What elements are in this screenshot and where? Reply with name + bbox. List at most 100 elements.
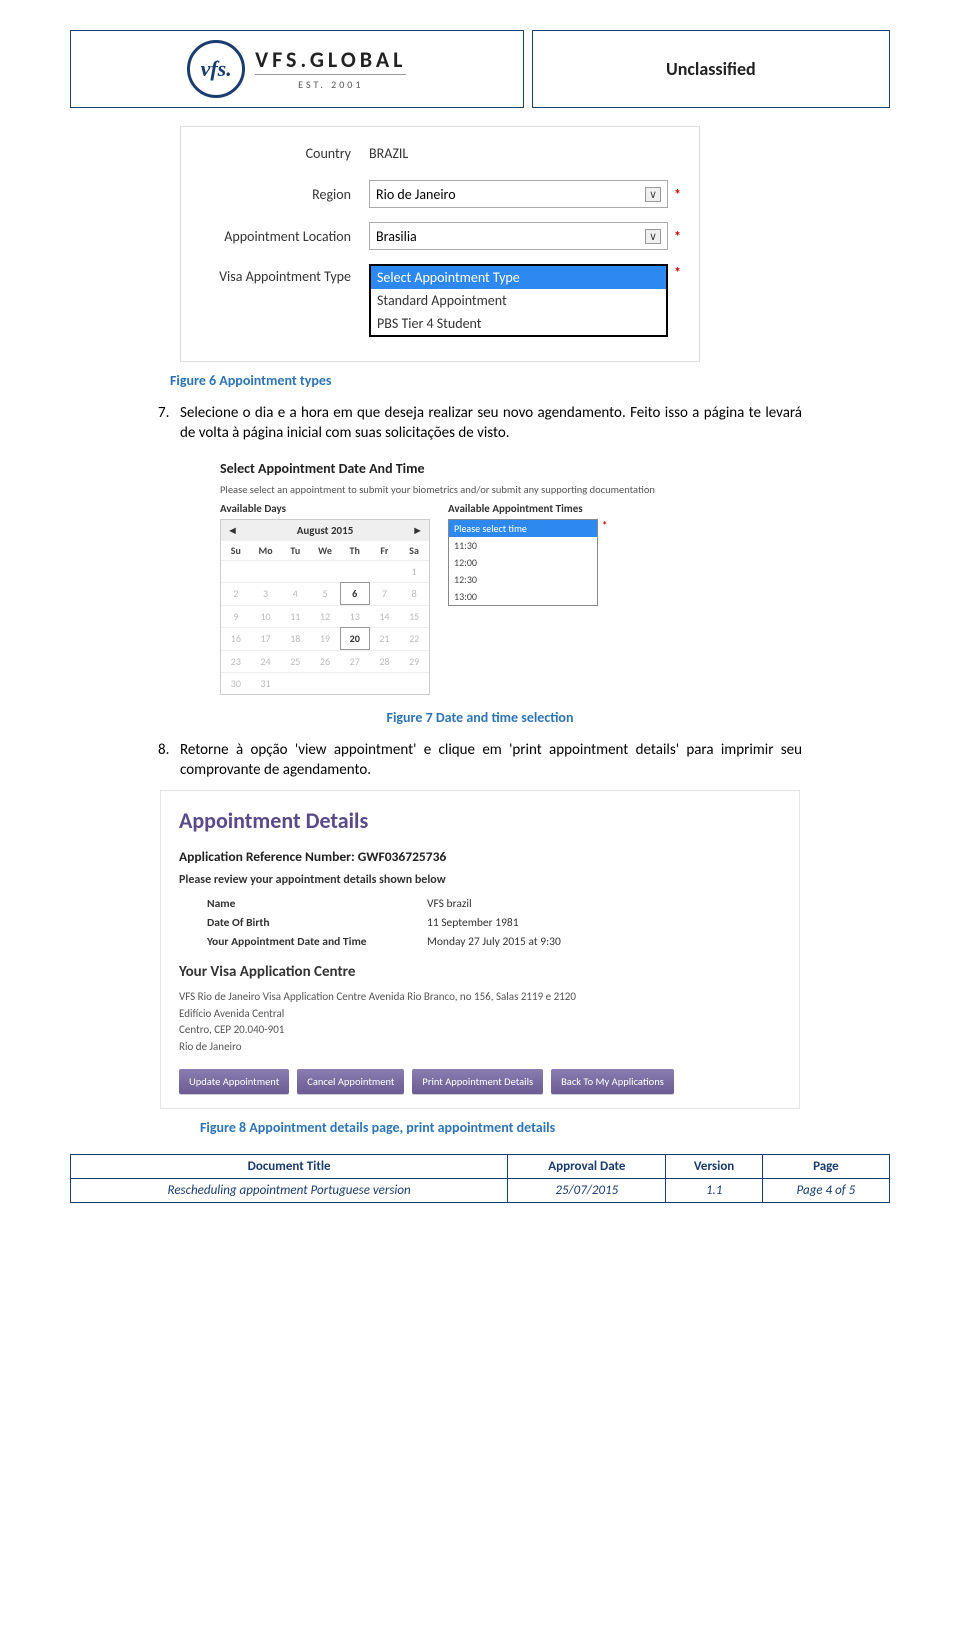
calendar-day[interactable]: 16: [221, 627, 251, 650]
time-option[interactable]: 11:30: [449, 537, 597, 554]
time-option[interactable]: 12:30: [449, 571, 597, 588]
type-option-pbs[interactable]: PBS Tier 4 Student: [371, 312, 666, 335]
region-select[interactable]: Rio de Janeiro ∨: [369, 180, 668, 208]
footer-version-header: Version: [666, 1155, 762, 1179]
figure-7-caption: Figure 7 Date and time selection: [70, 709, 890, 726]
calendar-day[interactable]: 7: [370, 582, 400, 605]
step-7-number: 7.: [158, 403, 180, 444]
calendar-day[interactable]: 17: [251, 627, 281, 650]
calendar-month: August 2015: [297, 524, 354, 537]
calendar-day[interactable]: 25: [280, 650, 310, 672]
calendar-day[interactable]: 10: [251, 605, 281, 627]
required-asterisk: *: [602, 519, 607, 606]
centre-address: VFS Rio de Janeiro Visa Application Cent…: [179, 989, 781, 1055]
calendar-day: [340, 672, 370, 694]
chevron-down-icon: ∨: [645, 187, 661, 202]
step-8-text: Retorne à opção 'view appointment' e cli…: [180, 740, 802, 781]
calendar-day: [280, 672, 310, 694]
required-asterisk: *: [674, 228, 681, 245]
step-8-number: 8.: [158, 740, 180, 781]
datetime-value: Monday 27 July 2015 at 9:30: [427, 935, 561, 949]
times-listbox[interactable]: Please select time 11:3012:0012:3013:00: [448, 519, 598, 606]
logo-subtext: EST. 2001: [255, 80, 406, 90]
calendar-day[interactable]: 8: [399, 582, 429, 605]
calendar-day[interactable]: 13: [340, 605, 370, 627]
datetime-label: Your Appointment Date and Time: [207, 935, 427, 949]
name-label: Name: [207, 897, 427, 911]
ref-value: GWF036725736: [358, 848, 447, 865]
calendar-weekday: Su: [221, 541, 251, 560]
print-appointment-button[interactable]: Print Appointment Details: [412, 1069, 543, 1094]
figure-6-caption: Figure 6 Appointment types: [170, 372, 890, 389]
calendar[interactable]: ◄ August 2015 ► SuMoTuWeThFrSa 123456789…: [220, 519, 430, 695]
calendar-day[interactable]: 21: [370, 627, 400, 650]
addr-line: Edifício Avenida Central: [179, 1006, 781, 1023]
location-value: Brasilia: [376, 228, 417, 245]
calendar-day: [340, 560, 370, 582]
calendar-day[interactable]: 14: [370, 605, 400, 627]
cancel-appointment-button[interactable]: Cancel Appointment: [297, 1069, 404, 1094]
calendar-day[interactable]: 22: [399, 627, 429, 650]
calendar-day[interactable]: 4: [280, 582, 310, 605]
location-select[interactable]: Brasilia ∨: [369, 222, 668, 250]
calendar-prev-icon[interactable]: ◄: [227, 524, 238, 537]
calendar-day[interactable]: 6: [340, 582, 370, 605]
location-label: Appointment Location: [199, 228, 369, 245]
calendar-day: [251, 560, 281, 582]
time-placeholder[interactable]: Please select time: [449, 520, 597, 537]
calendar-day[interactable]: 20: [340, 627, 370, 650]
review-instruction: Please review your appointment details s…: [179, 873, 781, 887]
calendar-day[interactable]: 29: [399, 650, 429, 672]
calendar-day: [221, 560, 251, 582]
type-option-standard[interactable]: Standard Appointment: [371, 289, 666, 312]
calendar-day[interactable]: 28: [370, 650, 400, 672]
reference-number: Application Reference Number: GWF0367257…: [179, 848, 781, 865]
footer-date-header: Approval Date: [508, 1155, 666, 1179]
back-to-applications-button[interactable]: Back To My Applications: [551, 1069, 674, 1094]
addr-line: Centro, CEP 20.040-901: [179, 1022, 781, 1039]
calendar-day[interactable]: 15: [399, 605, 429, 627]
calendar-day[interactable]: 12: [310, 605, 340, 627]
calendar-day[interactable]: 23: [221, 650, 251, 672]
time-option[interactable]: 13:00: [449, 588, 597, 605]
classification-label: Unclassified: [532, 30, 890, 108]
name-value: VFS brazil: [427, 897, 472, 911]
calendar-day[interactable]: 30: [221, 672, 251, 694]
type-selected-option[interactable]: Select Appointment Type: [371, 266, 666, 289]
footer-page-value: Page 4 of 5: [762, 1179, 889, 1203]
calendar-day[interactable]: 11: [280, 605, 310, 627]
calendar-day[interactable]: 5: [310, 582, 340, 605]
screenshot-appointment-types: Country BRAZIL Region Rio de Janeiro ∨ *…: [180, 126, 700, 362]
screenshot-date-time: Select Appointment Date And Time Please …: [210, 454, 710, 699]
calendar-day[interactable]: 9: [221, 605, 251, 627]
required-asterisk: *: [674, 264, 681, 281]
calendar-day[interactable]: 1: [399, 560, 429, 582]
calendar-day[interactable]: 26: [310, 650, 340, 672]
calendar-day[interactable]: 31: [251, 672, 281, 694]
calendar-day[interactable]: 3: [251, 582, 281, 605]
time-option[interactable]: 12:00: [449, 554, 597, 571]
calendar-day: [310, 672, 340, 694]
calendar-day[interactable]: 27: [340, 650, 370, 672]
ref-label: Application Reference Number:: [179, 848, 358, 865]
calendar-day[interactable]: 19: [310, 627, 340, 650]
required-asterisk: *: [674, 186, 681, 203]
calendar-next-icon[interactable]: ►: [412, 524, 423, 537]
calendar-day[interactable]: 24: [251, 650, 281, 672]
step-7-text: Selecione o dia e a hora em que deseja r…: [180, 403, 802, 444]
calendar-weekday: Mo: [251, 541, 281, 560]
footer-title-header: Document Title: [71, 1155, 508, 1179]
figure-8-caption: Figure 8 Appointment details page, print…: [200, 1119, 890, 1136]
calendar-weekday: Th: [340, 541, 370, 560]
footer-version-value: 1.1: [666, 1179, 762, 1203]
calendar-day[interactable]: 2: [221, 582, 251, 605]
calendar-day[interactable]: 18: [280, 627, 310, 650]
footer-title-value: Rescheduling appointment Portuguese vers…: [71, 1179, 508, 1203]
calendar-weekday: Fr: [370, 541, 400, 560]
update-appointment-button[interactable]: Update Appointment: [179, 1069, 289, 1094]
centre-heading: Your Visa Application Centre: [179, 963, 781, 981]
appointment-type-dropdown[interactable]: Select Appointment Type Standard Appoint…: [369, 264, 668, 337]
document-header: vfs. VFS.GLOBAL EST. 2001 Unclassified: [70, 30, 890, 108]
chevron-down-icon: ∨: [645, 229, 661, 244]
logo-main-text: VFS.GLOBAL: [255, 49, 406, 71]
